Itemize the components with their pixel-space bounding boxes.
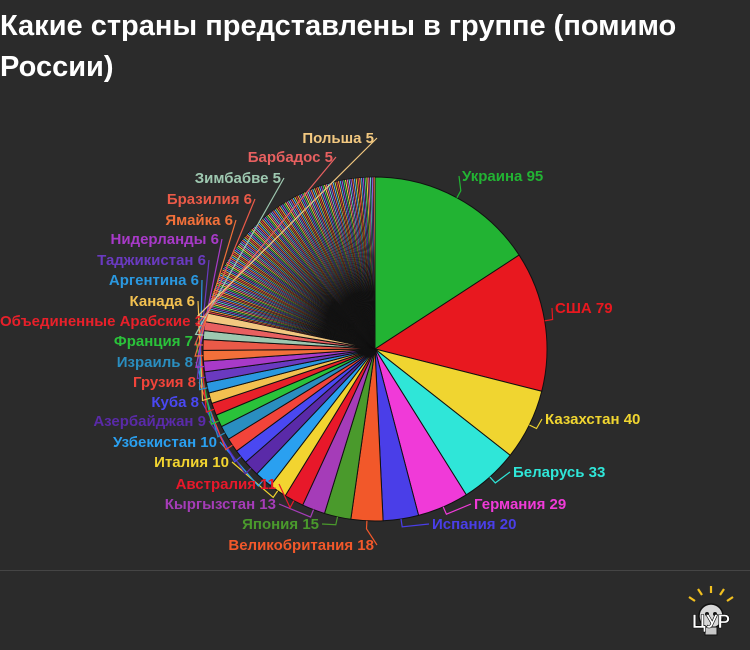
slice-label: Украина 95 <box>462 168 543 185</box>
footer-divider <box>0 570 750 571</box>
leader-line <box>489 471 511 484</box>
slice-label: Япония 15 <box>242 516 319 533</box>
leader-line <box>365 520 378 546</box>
leader-line <box>278 483 295 510</box>
slice-label: Азербайджан 9 <box>93 413 206 430</box>
slice-label: Кыргызстан 13 <box>165 496 276 513</box>
slice-label: Узбекистан 10 <box>113 434 217 451</box>
leader-line <box>544 307 554 322</box>
leader-line <box>194 177 285 336</box>
slice-label: Таджикистан 6 <box>97 252 206 269</box>
leader-line <box>400 518 430 528</box>
label-leader-lines <box>194 137 554 546</box>
slice-labels: Украина 95 США 79 Казахстан 40 Беларусь 33 Г… <box>0 130 640 554</box>
slice-label: Зимбабве 5 <box>195 170 281 187</box>
slice-label: Нидерланды 6 <box>111 231 219 248</box>
leader-line <box>196 137 378 318</box>
slice-label: Куба 8 <box>151 394 199 411</box>
slice-label: Испания 20 <box>432 516 516 533</box>
pie-slice-minor <box>372 176 376 350</box>
leader-line <box>278 503 315 518</box>
slice-label: Бразилия 6 <box>167 191 252 208</box>
slice-label: Канада 6 <box>130 293 195 310</box>
slice-label: Казахстан 40 <box>545 411 640 428</box>
leader-line <box>456 175 462 199</box>
slice-label: Польша 5 <box>302 130 374 147</box>
leader-line <box>219 441 264 487</box>
slice-label: Объединенные Арабские Эмираты 7 <box>0 313 276 330</box>
leader-line <box>529 418 543 430</box>
leader-line <box>195 238 223 368</box>
leader-line <box>195 156 337 327</box>
slice-label: Франция 7 <box>114 333 193 350</box>
leader-line <box>194 219 237 357</box>
page-title: Какие страны представлены в группе (поми… <box>0 10 677 83</box>
slice-label: Беларусь 33 <box>513 464 605 481</box>
leader-line <box>194 198 256 346</box>
lightbulb-icon: ЦУР <box>688 586 734 636</box>
leader-line <box>442 503 472 515</box>
slice-label: Аргентина 6 <box>109 272 199 289</box>
slice-label: Израиль 8 <box>117 354 193 371</box>
slice-label: Грузия 8 <box>133 374 196 391</box>
leader-line <box>196 259 210 380</box>
logo-text: ЦУР <box>692 612 731 633</box>
slice-label: Ямайка 6 <box>165 212 233 229</box>
leader-line <box>321 516 339 526</box>
slice-label: Германия 29 <box>474 496 566 513</box>
slice-label: США 79 <box>555 300 613 317</box>
leader-line <box>201 401 242 463</box>
leader-line <box>195 361 226 438</box>
slice-label: Барбадос 5 <box>248 149 333 166</box>
slice-label: Италия 10 <box>154 454 229 471</box>
pie-slice <box>373 254 548 392</box>
pie-slices <box>202 176 548 522</box>
slice-label: Великобритания 18 <box>228 537 374 554</box>
slice-label: Австралия 11 <box>176 476 276 493</box>
